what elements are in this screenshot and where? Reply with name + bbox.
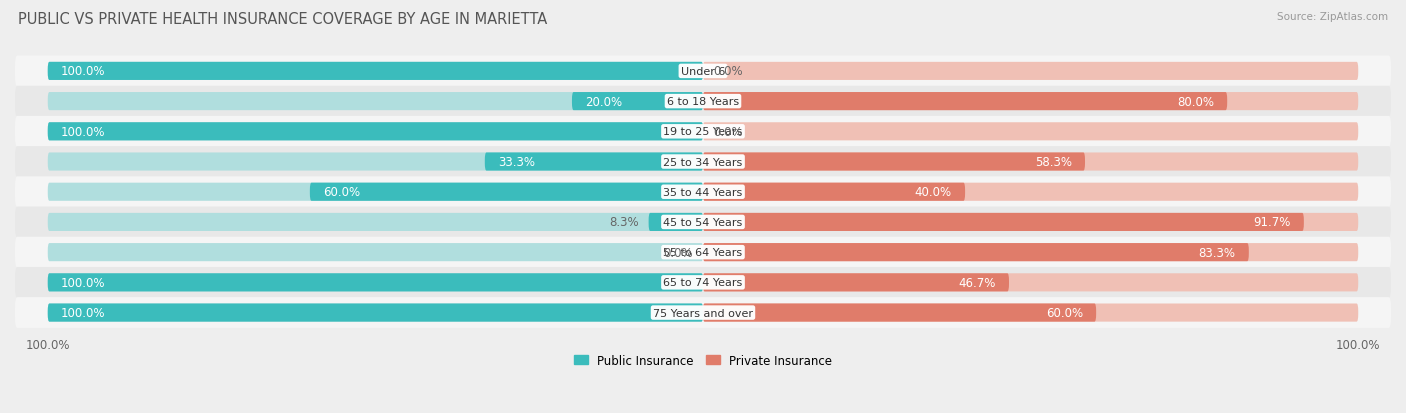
FancyBboxPatch shape — [48, 244, 703, 261]
FancyBboxPatch shape — [703, 214, 1303, 231]
FancyBboxPatch shape — [15, 86, 1391, 117]
Text: 60.0%: 60.0% — [323, 186, 360, 199]
FancyBboxPatch shape — [48, 123, 703, 141]
Text: 35 to 44 Years: 35 to 44 Years — [664, 187, 742, 197]
Text: 6 to 18 Years: 6 to 18 Years — [666, 97, 740, 107]
Legend: Public Insurance, Private Insurance: Public Insurance, Private Insurance — [569, 349, 837, 371]
FancyBboxPatch shape — [703, 304, 1097, 322]
Text: 0.0%: 0.0% — [713, 65, 742, 78]
FancyBboxPatch shape — [703, 183, 965, 201]
FancyBboxPatch shape — [703, 93, 1227, 111]
Text: 20.0%: 20.0% — [585, 95, 623, 108]
FancyBboxPatch shape — [48, 93, 703, 111]
FancyBboxPatch shape — [485, 153, 703, 171]
FancyBboxPatch shape — [48, 274, 703, 292]
Text: 19 to 25 Years: 19 to 25 Years — [664, 127, 742, 137]
Text: 65 to 74 Years: 65 to 74 Years — [664, 278, 742, 288]
Text: 55 to 64 Years: 55 to 64 Years — [664, 247, 742, 258]
FancyBboxPatch shape — [48, 183, 703, 201]
FancyBboxPatch shape — [703, 123, 1358, 141]
Text: 45 to 54 Years: 45 to 54 Years — [664, 217, 742, 228]
FancyBboxPatch shape — [703, 183, 1358, 201]
Text: 0.0%: 0.0% — [664, 246, 693, 259]
FancyBboxPatch shape — [703, 304, 1358, 322]
Text: 100.0%: 100.0% — [60, 306, 105, 319]
Text: 83.3%: 83.3% — [1199, 246, 1236, 259]
FancyBboxPatch shape — [703, 153, 1085, 171]
FancyBboxPatch shape — [15, 116, 1391, 147]
Text: Source: ZipAtlas.com: Source: ZipAtlas.com — [1277, 12, 1388, 22]
Text: 0.0%: 0.0% — [713, 126, 742, 138]
Text: 100.0%: 100.0% — [60, 65, 105, 78]
FancyBboxPatch shape — [15, 147, 1391, 178]
FancyBboxPatch shape — [48, 214, 703, 231]
FancyBboxPatch shape — [48, 123, 703, 141]
FancyBboxPatch shape — [15, 297, 1391, 328]
FancyBboxPatch shape — [15, 237, 1391, 268]
FancyBboxPatch shape — [703, 244, 1249, 261]
FancyBboxPatch shape — [15, 207, 1391, 238]
Text: 46.7%: 46.7% — [959, 276, 995, 289]
FancyBboxPatch shape — [48, 304, 703, 322]
Text: 60.0%: 60.0% — [1046, 306, 1083, 319]
Text: 91.7%: 91.7% — [1253, 216, 1291, 229]
FancyBboxPatch shape — [309, 183, 703, 201]
FancyBboxPatch shape — [48, 274, 703, 292]
FancyBboxPatch shape — [703, 93, 1358, 111]
FancyBboxPatch shape — [703, 274, 1358, 292]
Text: 40.0%: 40.0% — [915, 186, 952, 199]
Text: 8.3%: 8.3% — [609, 216, 638, 229]
Text: 25 to 34 Years: 25 to 34 Years — [664, 157, 742, 167]
FancyBboxPatch shape — [15, 56, 1391, 87]
FancyBboxPatch shape — [703, 244, 1358, 261]
Text: 75 Years and over: 75 Years and over — [652, 308, 754, 318]
Text: Under 6: Under 6 — [681, 67, 725, 77]
FancyBboxPatch shape — [703, 63, 1358, 81]
FancyBboxPatch shape — [703, 153, 1358, 171]
Text: 33.3%: 33.3% — [498, 156, 534, 169]
FancyBboxPatch shape — [703, 214, 1358, 231]
Text: 100.0%: 100.0% — [60, 276, 105, 289]
FancyBboxPatch shape — [48, 63, 703, 81]
Text: PUBLIC VS PRIVATE HEALTH INSURANCE COVERAGE BY AGE IN MARIETTA: PUBLIC VS PRIVATE HEALTH INSURANCE COVER… — [18, 12, 547, 27]
FancyBboxPatch shape — [648, 214, 703, 231]
Text: 58.3%: 58.3% — [1035, 156, 1071, 169]
FancyBboxPatch shape — [703, 274, 1010, 292]
Text: 100.0%: 100.0% — [60, 126, 105, 138]
FancyBboxPatch shape — [15, 267, 1391, 298]
FancyBboxPatch shape — [15, 177, 1391, 208]
Text: 80.0%: 80.0% — [1177, 95, 1215, 108]
FancyBboxPatch shape — [48, 63, 703, 81]
FancyBboxPatch shape — [48, 304, 703, 322]
FancyBboxPatch shape — [572, 93, 703, 111]
FancyBboxPatch shape — [48, 153, 703, 171]
